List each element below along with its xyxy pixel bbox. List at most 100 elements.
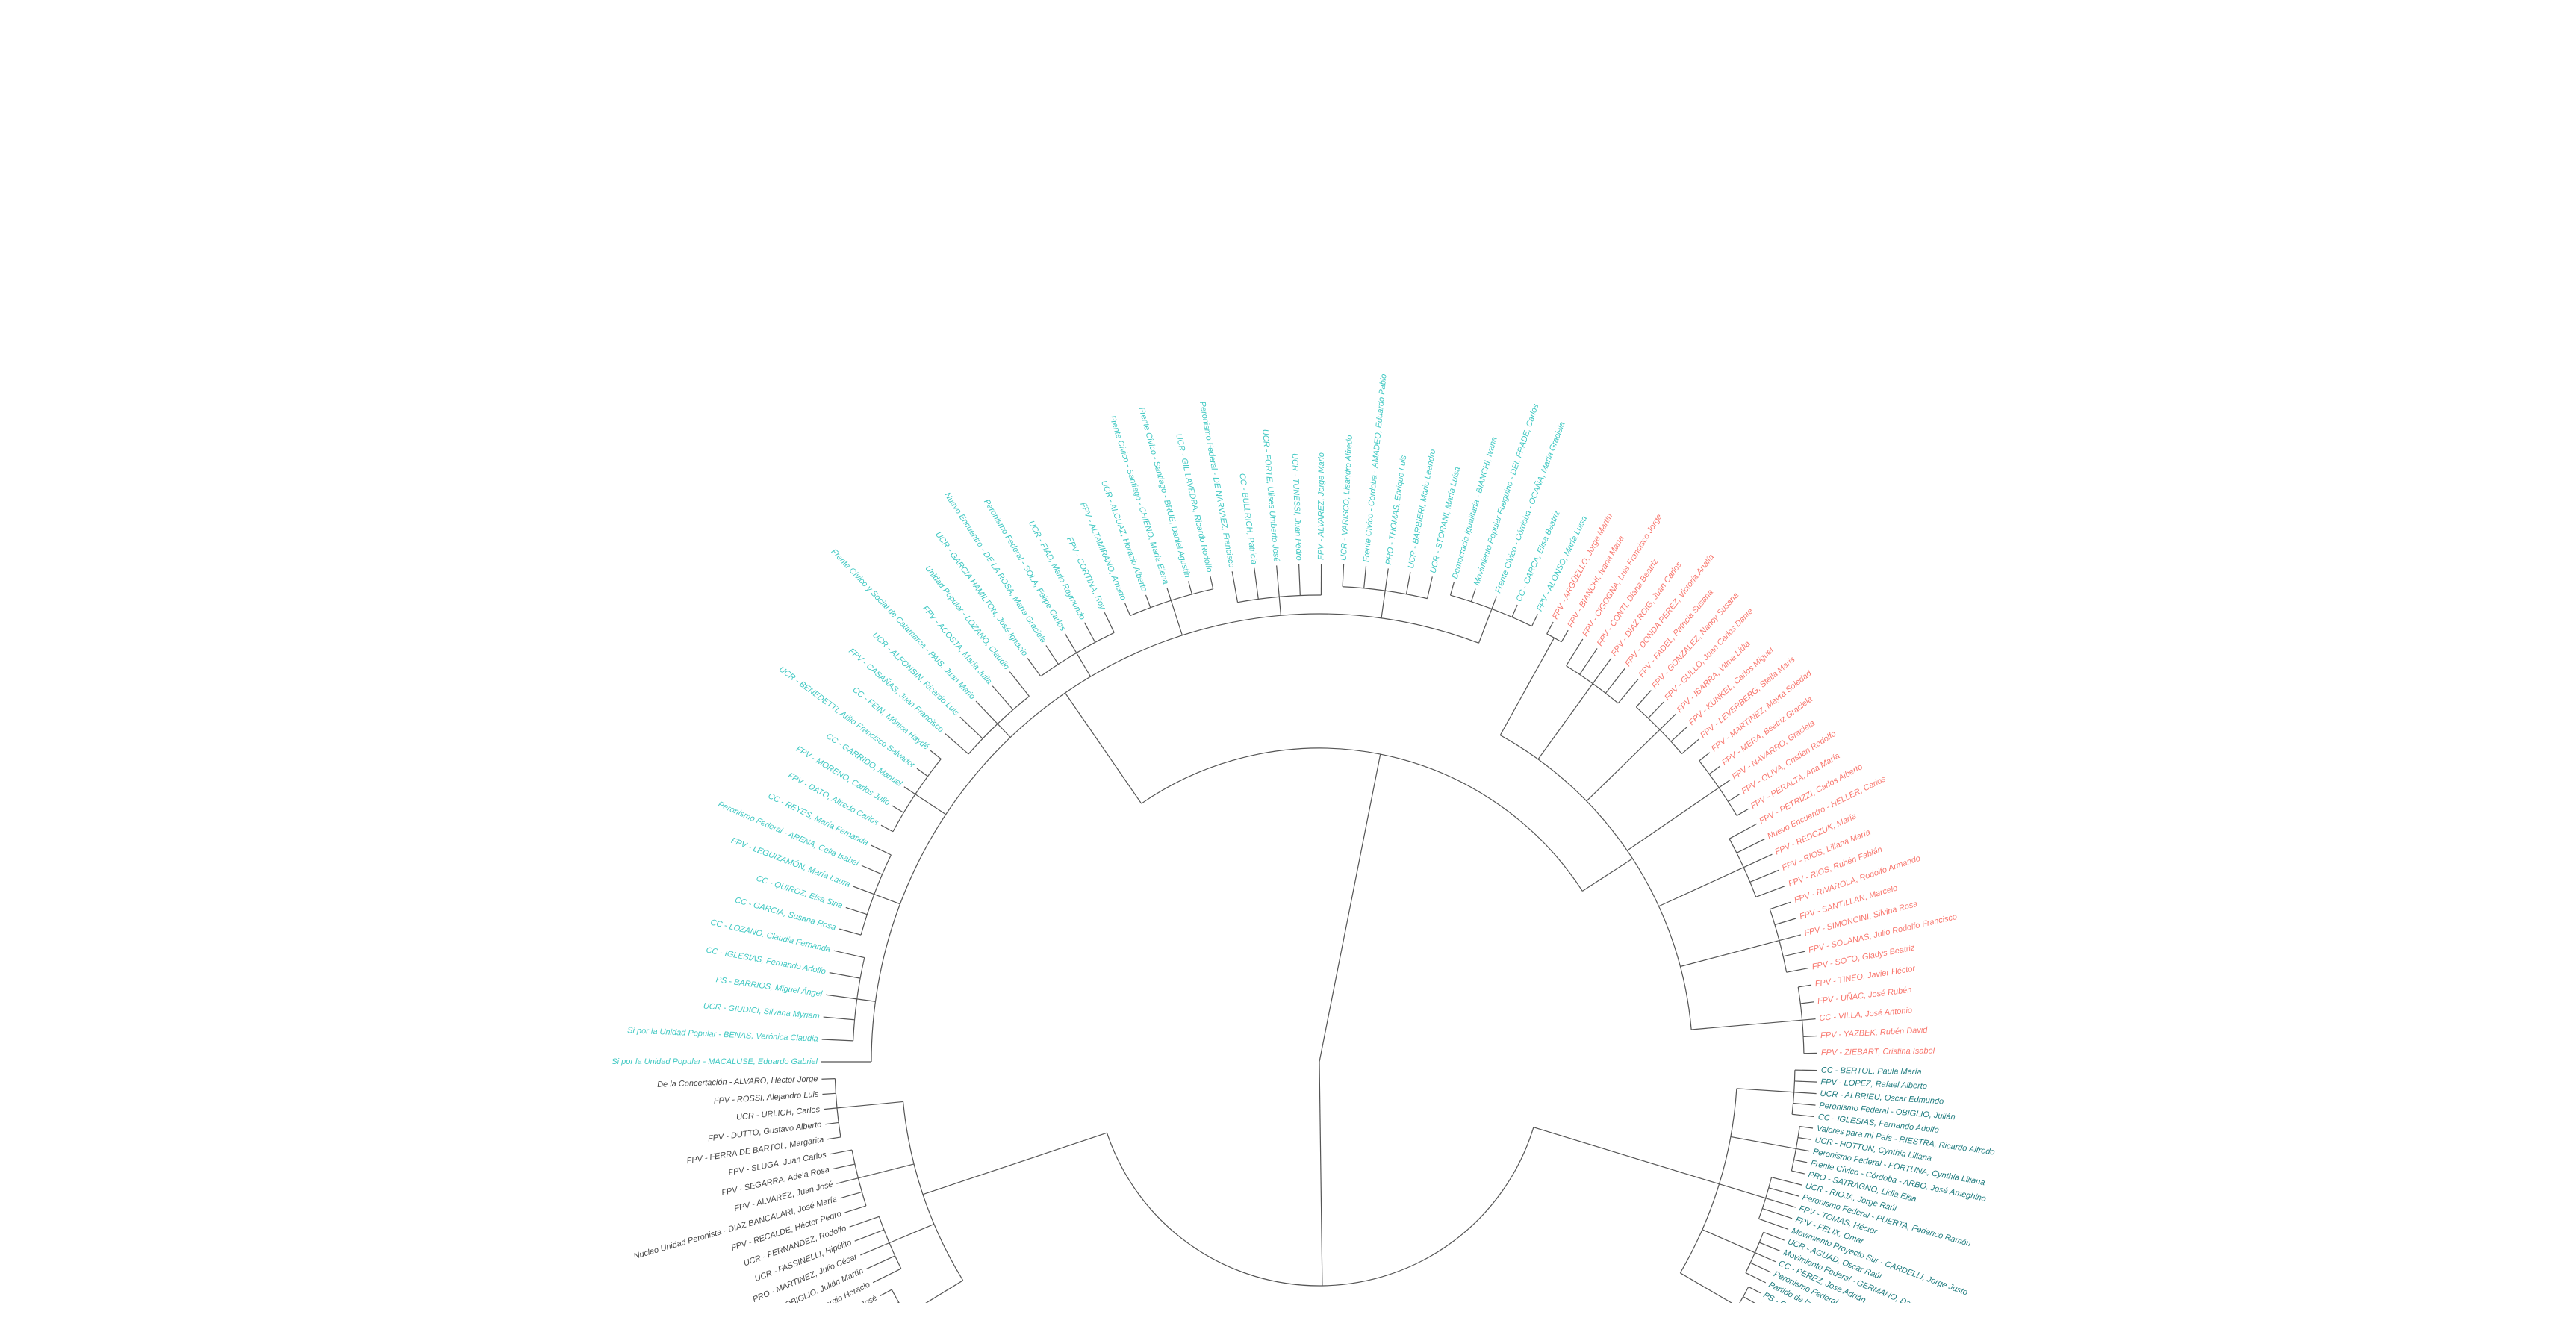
- branch: [1546, 621, 1554, 635]
- branch: [1141, 747, 1583, 892]
- branch: [891, 1289, 900, 1303]
- branch: [959, 716, 983, 739]
- branch: [825, 1121, 839, 1125]
- branch: [1231, 571, 1239, 603]
- branch: [861, 865, 883, 875]
- branch: [1254, 567, 1259, 600]
- branch: [1188, 581, 1192, 594]
- branch: [1794, 1080, 1817, 1083]
- branch: [975, 700, 998, 724]
- branch: [880, 824, 894, 833]
- branch: [1771, 1177, 1802, 1186]
- branch: [1793, 1102, 1816, 1106]
- branch: [1027, 658, 1042, 677]
- branch: [851, 1149, 867, 1207]
- branch: [839, 928, 862, 936]
- branch: [1592, 658, 1612, 684]
- branch: [830, 1149, 853, 1155]
- branch: [823, 1107, 838, 1110]
- branch: [1617, 679, 1639, 704]
- leaf-label: FPV - ZIEBART, Cristina Isabel: [1821, 1047, 1935, 1058]
- branch: [1732, 1316, 1743, 1323]
- branch: [1791, 1126, 1800, 1172]
- branch: [1737, 1307, 1749, 1313]
- branch: [1470, 588, 1476, 602]
- branch: [1426, 576, 1433, 599]
- leaf-label: Si por la Unidad Popular - BENAS, Veróni…: [627, 1026, 818, 1043]
- branch: [1797, 1136, 1811, 1140]
- branch: [892, 805, 904, 813]
- branch: [1647, 701, 1664, 719]
- branch: [1298, 564, 1301, 596]
- branch: [1449, 582, 1455, 596]
- branch: [836, 1101, 903, 1109]
- leaf-label: Frente Cívico - Córdoba - MAZZARELLA, Su…: [1737, 1331, 1923, 1344]
- branch: [1343, 586, 1428, 600]
- branch: [1728, 794, 1740, 802]
- branch: [1680, 1272, 1733, 1303]
- branch: [1765, 1198, 1796, 1208]
- branch: [1586, 729, 1661, 802]
- branch: [1739, 1287, 1749, 1303]
- branch: [1691, 1019, 1802, 1030]
- branch: [829, 972, 861, 979]
- branch: [1726, 1325, 1737, 1333]
- branch: [1045, 645, 1059, 665]
- branch: [1499, 637, 1555, 735]
- leaf-label: UCR - GIUDICI, Silvana Myriam: [703, 1001, 820, 1021]
- leaf-label: Peronismo Federal - FERRARI, Gustavo: [763, 1320, 894, 1344]
- branch: [1758, 1218, 1789, 1231]
- leaf-label: Movimiento Proyecto Sur - LOZANO, Claudi…: [1744, 1322, 1906, 1344]
- branch: [1384, 568, 1389, 591]
- branch: [1278, 597, 1281, 616]
- branch: [1276, 565, 1280, 597]
- branch: [880, 1289, 892, 1297]
- branch: [1533, 1127, 1720, 1185]
- branch: [1745, 1272, 1767, 1284]
- branch: [1579, 648, 1598, 675]
- branch: [1319, 753, 1381, 1063]
- branch: [1083, 622, 1096, 643]
- branch: [858, 1163, 915, 1179]
- leaf-label: Frente Cívico - Córdoba - AMADEO, Eduard…: [1362, 373, 1389, 562]
- branch: [866, 1255, 895, 1269]
- branch: [1702, 1229, 1755, 1254]
- branch: [1758, 1242, 1781, 1252]
- branch: [1736, 839, 1765, 853]
- branch: [925, 1280, 963, 1303]
- branch: [1736, 1088, 1794, 1093]
- leaf-label: CC - BULLRICH, Patricia: [1237, 473, 1258, 564]
- branch: [1582, 858, 1633, 892]
- branch: [854, 1229, 885, 1242]
- branch: [860, 1242, 890, 1256]
- branch: [1166, 587, 1172, 601]
- leaf-label: Si por la Unidad Popular - MACALUSE, Edu…: [612, 1057, 818, 1066]
- branch: [1679, 1088, 1737, 1274]
- branch: [1626, 787, 1720, 851]
- branch: [1763, 1231, 1785, 1241]
- branch: [821, 1039, 853, 1042]
- branch: [872, 1268, 902, 1284]
- branch: [878, 1216, 902, 1269]
- branch: [1786, 967, 1809, 973]
- leaf-label: FPV - YAZBEK, Rubén David: [1820, 1026, 1929, 1040]
- leaf-label: UCR - TUNESSI, Juan Pedro: [1290, 453, 1304, 561]
- branch: [1774, 918, 1796, 926]
- branch: [903, 1328, 914, 1335]
- branch: [844, 1205, 867, 1213]
- leaf-label: UCR - CUSINATO, José César: [784, 1307, 887, 1344]
- branch: [874, 894, 900, 905]
- branch: [1743, 853, 1773, 868]
- branch: [1561, 629, 1569, 643]
- branch: [1730, 1136, 1796, 1150]
- branch: [1793, 1159, 1808, 1163]
- branch: [1681, 738, 1699, 754]
- branch: [1145, 594, 1151, 608]
- branch: [1743, 1296, 1755, 1303]
- branch: [1719, 1183, 1766, 1199]
- branch: [945, 732, 969, 755]
- branch: [821, 1078, 836, 1080]
- leaf-label: FPV - SOLANAS, Julio Rodolfo Francisco: [1808, 912, 1958, 955]
- branch: [892, 759, 942, 833]
- branch: [889, 1223, 935, 1244]
